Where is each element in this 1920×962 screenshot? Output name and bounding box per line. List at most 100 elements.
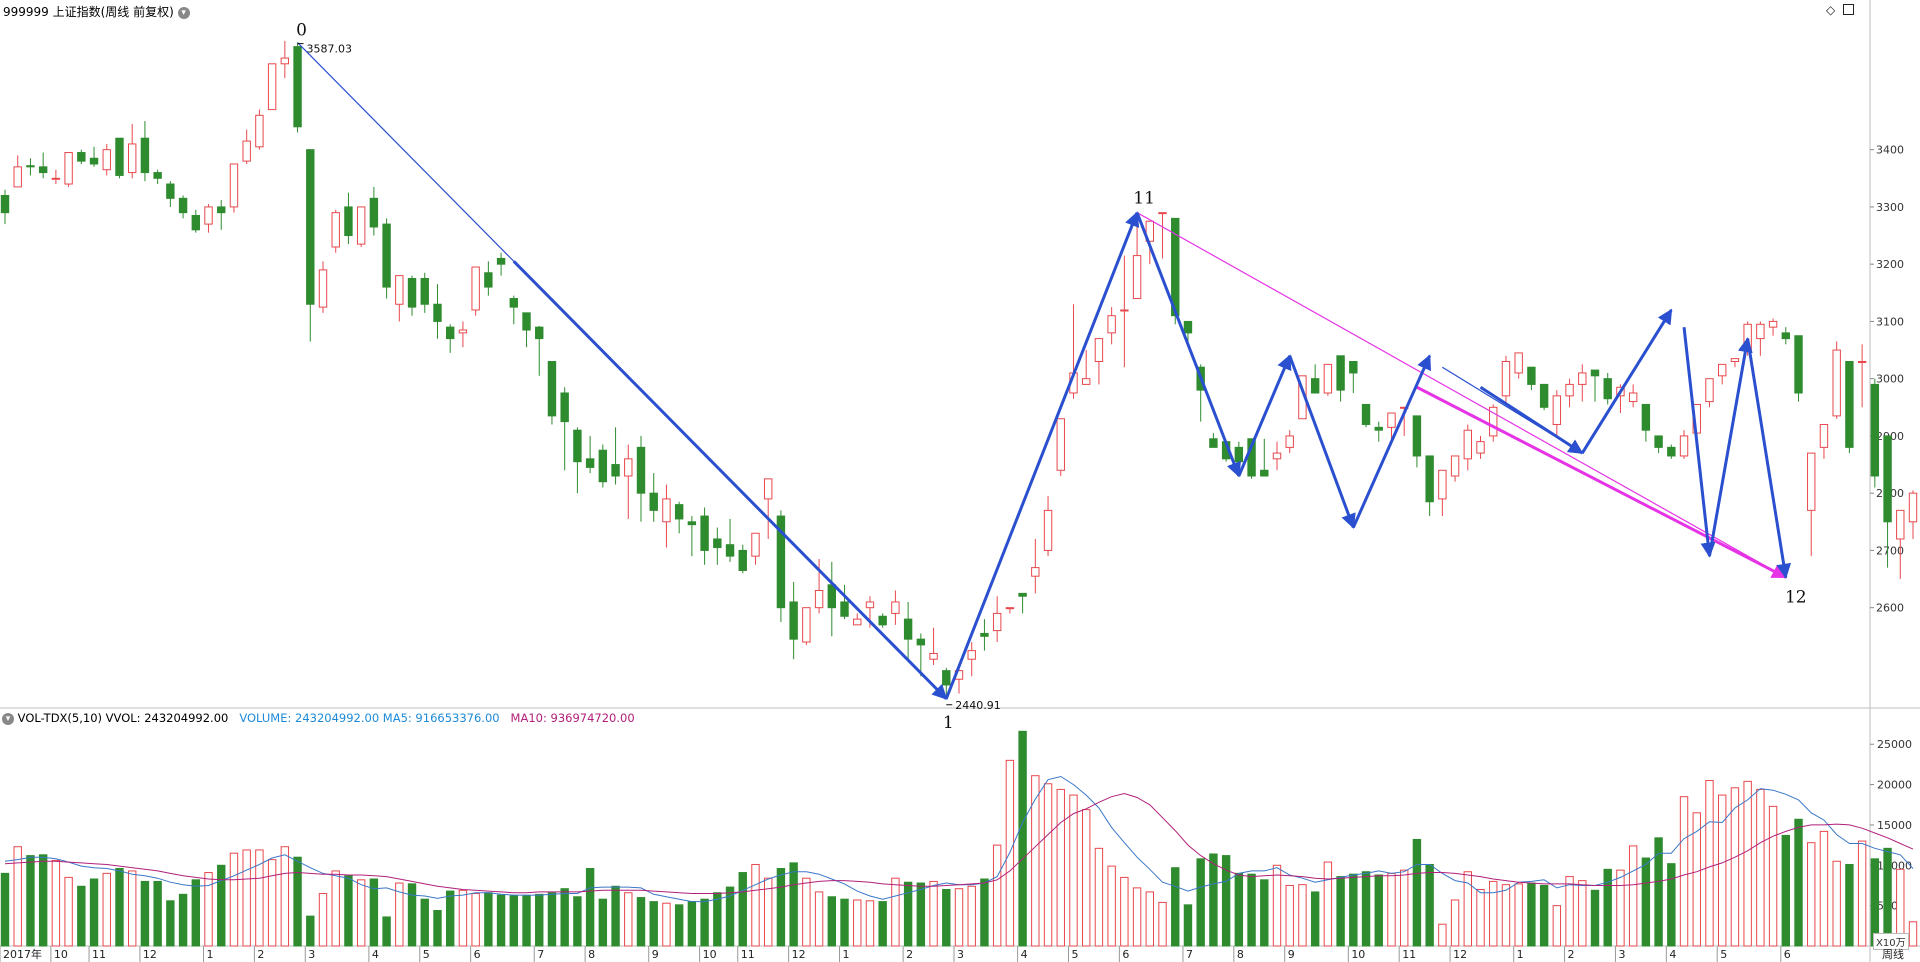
volume-bar <box>1234 872 1244 947</box>
candle-body <box>0 194 10 214</box>
time-tick-label: 4 <box>1669 948 1676 961</box>
price-tick-label: 2700 <box>1876 544 1904 557</box>
volume-bar <box>1310 891 1320 947</box>
candle-body <box>255 114 264 148</box>
time-tick-label: 12 <box>1453 948 1467 961</box>
volume-unit: X10万 <box>1873 933 1909 950</box>
volume-bar <box>13 846 22 947</box>
volume-bar <box>1107 865 1116 947</box>
candle <box>802 607 811 645</box>
candle-body <box>1768 320 1778 328</box>
time-tick-label: 9 <box>652 948 659 961</box>
volume-bar <box>1628 845 1638 947</box>
volume-bar <box>674 904 684 947</box>
volume-bar <box>738 872 747 947</box>
time-tick-label: 5 <box>1071 948 1078 961</box>
volume-bar <box>764 877 773 947</box>
volume-bar <box>1908 921 1918 947</box>
candle <box>13 155 22 188</box>
diamond-icon[interactable]: ◇ <box>1825 3 1836 17</box>
candle <box>433 284 442 339</box>
candle-body <box>1310 378 1320 394</box>
candle <box>827 561 836 637</box>
candle <box>1794 335 1803 402</box>
candle <box>331 209 340 253</box>
candle <box>1501 355 1511 405</box>
volume-bar <box>128 870 137 947</box>
volume-bar <box>1807 842 1816 947</box>
candle-body <box>1489 406 1498 437</box>
candle-body <box>484 272 493 288</box>
trend-line <box>1682 326 1716 558</box>
candle-body <box>140 137 150 174</box>
trend-line <box>1479 386 1584 455</box>
candle <box>789 581 798 660</box>
volume-bar <box>471 893 480 947</box>
ma5-value: MA5: 916653376.00 <box>382 711 500 725</box>
volume-bar <box>1641 857 1651 947</box>
candle-body <box>1349 361 1358 374</box>
candle <box>38 152 48 179</box>
trend-line <box>1581 308 1673 454</box>
chevron-down-icon[interactable]: ▾ <box>2 712 14 725</box>
candle <box>509 295 519 325</box>
volume-bar <box>356 879 366 947</box>
wave-label: 11 <box>1133 189 1155 209</box>
volume-tick-label: 25000 <box>1877 738 1912 751</box>
candle-body <box>1476 441 1485 454</box>
candle <box>1539 383 1549 411</box>
candle-body <box>980 632 989 637</box>
candle-body <box>306 149 315 305</box>
candle-body <box>1539 383 1549 408</box>
volume-bar <box>1476 889 1485 947</box>
candle-body <box>1374 426 1383 431</box>
volume-bar <box>903 881 913 947</box>
candle-body <box>38 166 48 174</box>
volume-value: VOLUME: 243204992.00 <box>239 711 380 725</box>
candle-body <box>1234 446 1244 463</box>
candle-body <box>700 515 709 551</box>
volume-bar <box>318 893 328 947</box>
candle <box>255 109 264 150</box>
candle-body <box>458 329 468 334</box>
chevron-down-icon[interactable]: ▾ <box>177 6 190 19</box>
volume-bar <box>1094 847 1104 947</box>
volume-bar <box>1336 876 1345 947</box>
volume-bar <box>1705 780 1714 947</box>
volume-bar <box>1463 871 1472 947</box>
candle-body <box>1005 607 1015 610</box>
volume-bar <box>560 888 569 947</box>
trend-lines <box>297 42 1792 700</box>
candle-body <box>725 544 735 557</box>
candle-body <box>802 607 811 643</box>
volume-bar <box>1183 904 1193 947</box>
candle <box>1718 363 1727 385</box>
candle <box>916 633 926 677</box>
volume-bar <box>1374 874 1383 947</box>
candle-body <box>738 549 747 571</box>
candle-body <box>1908 492 1918 523</box>
candle <box>1628 384 1638 408</box>
candle-body <box>649 492 658 511</box>
volume-bar <box>178 893 188 947</box>
candle <box>547 361 557 425</box>
volume-bar <box>382 916 391 947</box>
candle <box>191 209 201 233</box>
volume-bar <box>1578 880 1587 947</box>
candle <box>1667 444 1676 459</box>
candle <box>1768 318 1778 336</box>
trend-line <box>1416 385 1788 579</box>
volume-bar <box>1565 876 1574 947</box>
candle-body <box>1590 369 1600 377</box>
candle-body <box>471 266 480 311</box>
period-label[interactable]: 周线 <box>1882 948 1904 961</box>
time-tick-label: 10 <box>54 948 68 961</box>
volume-bar <box>1883 847 1892 947</box>
panel-icon[interactable] <box>1843 4 1854 15</box>
price-tick-label: 3300 <box>1876 201 1904 214</box>
time-tick-label: 7 <box>1186 948 1193 961</box>
candle <box>229 163 239 213</box>
volume-tick-label: 15000 <box>1877 819 1912 832</box>
candle <box>1374 421 1383 442</box>
candle <box>1056 418 1065 476</box>
